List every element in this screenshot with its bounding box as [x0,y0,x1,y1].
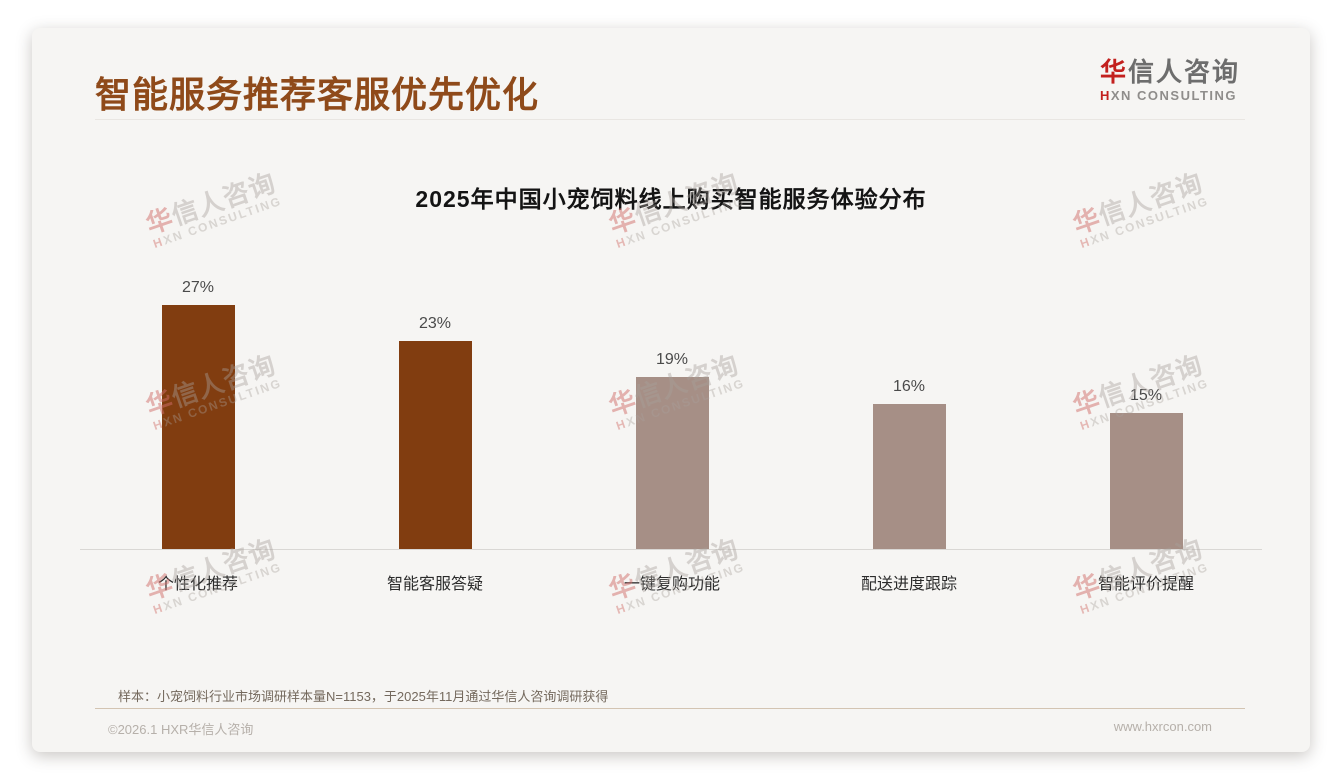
slide-card: 智能服务推荐客服优先优化 华信人咨询 HXN CONSULTING 2025年中… [32,28,1310,752]
sample-note: 样本：小宠饲料行业市场调研样本量N=1153，于2025年11月通过华信人咨询调… [118,689,609,704]
x-axis-line [80,549,1262,550]
plot-area: 27% 个性化推荐 23% 智能客服答疑 19% 一键复购功能 16% 配送进度跟踪 15% 智能… [32,28,1310,752]
footer-website: www.hxrcon.com [1113,719,1212,734]
category-label: 智能客服答疑 [386,576,483,593]
bar-4 [872,404,946,549]
bar-value-label: 27% [181,279,215,296]
brand-logo-cn-accent: 华 [1099,57,1128,87]
category-label: 智能评价提醒 [1097,576,1194,593]
brand-logo-en-rest: XN CONSULTING [1110,87,1238,103]
bar-value-label: 16% [892,378,926,395]
category-label: 一键复购功能 [623,576,720,593]
bar-value-label: 23% [418,315,452,332]
bar-3 [635,377,709,549]
brand-logo-en-accent: H [1099,87,1111,103]
brand-logo-en: HXN CONSULTING [1100,88,1240,103]
bar-value-label: 15% [1129,387,1163,404]
category-label: 个性化推荐 [157,576,238,593]
category-label: 配送进度跟踪 [860,576,957,593]
bar-2 [398,341,472,549]
brand-logo: 华信人咨询 HXN CONSULTING [1100,58,1240,103]
page-title: 智能服务推荐客服优先优化 [95,74,540,115]
header-divider [95,119,1245,120]
footer-copyright: ©2026.1 HXR华信人咨询 [108,722,254,737]
bar-5 [1109,413,1183,549]
footer-divider [95,708,1245,709]
bar-1 [161,305,235,549]
chart-title: 2025年中国小宠饲料线上购买智能服务体验分布 [415,186,927,212]
brand-logo-cn-rest: 信人咨询 [1127,57,1240,87]
brand-logo-cn: 华信人咨询 [1100,58,1240,87]
bar-value-label: 19% [655,351,689,368]
